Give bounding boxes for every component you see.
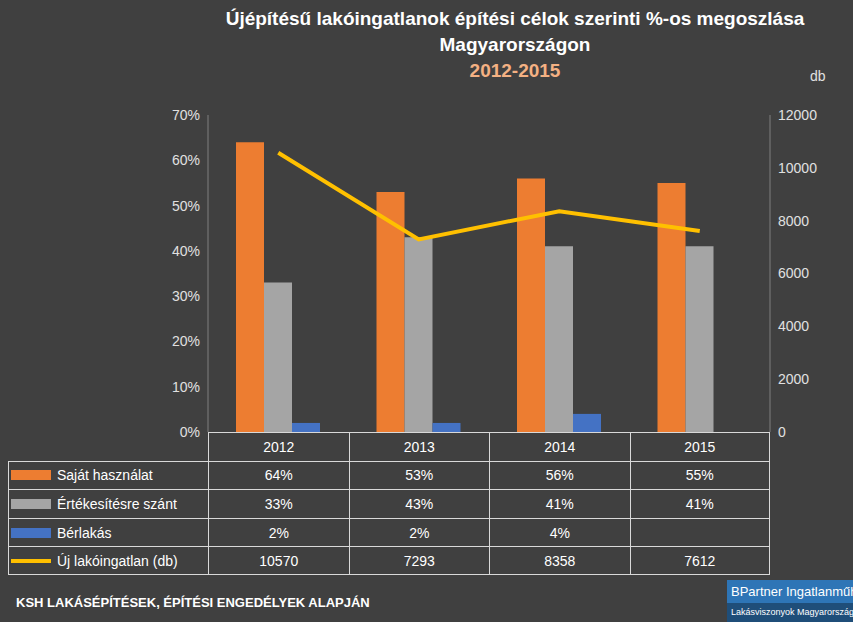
svg-text:4000: 4000 <box>778 318 809 334</box>
html-text:Újépítésű lakóingatlanok építé: Újépítésű lakóingatlanok építési célok s… <box>225 8 805 55</box>
html-text:2012: 2012 <box>263 438 295 455</box>
html-text:7293: 7293 <box>403 552 435 569</box>
html-text:Új lakóingatlan (db): Új lakóingatlan (db) <box>57 552 178 569</box>
html-text:55%: 55% <box>685 467 714 484</box>
svg-text:10%: 10% <box>172 379 200 395</box>
html-text:2014: 2014 <box>544 438 576 455</box>
html-text:33%: 33% <box>264 496 293 512</box>
svg-text:40%: 40% <box>172 243 200 259</box>
html-text:8358: 8358 <box>544 552 576 569</box>
html-text:41%: 41% <box>685 496 714 512</box>
html-text:53%: 53% <box>405 467 434 484</box>
svg-text:50%: 50% <box>172 198 200 214</box>
svg-text:10000: 10000 <box>778 160 817 176</box>
svg-text:60%: 60% <box>172 152 200 168</box>
html-text:Bérlakás: Bérlakás <box>57 524 112 541</box>
html-text:64%: 64% <box>264 467 293 484</box>
svg-text:2000: 2000 <box>778 371 809 387</box>
html-text:db: db <box>810 68 826 84</box>
svg-text:8000: 8000 <box>778 213 809 229</box>
html-text:KSH LAKÁSÉPÍTÉSEK, ÉPÍTÉSI ENG: KSH LAKÁSÉPÍTÉSEK, ÉPÍTÉSI ENGEDÉLYEK AL… <box>16 595 370 610</box>
svg-text:6000: 6000 <box>778 265 809 281</box>
html-text:43%: 43% <box>405 496 434 512</box>
svg-text:70%: 70% <box>172 107 200 123</box>
html-text:Értékesítésre szánt: Értékesítésre szánt <box>57 496 177 512</box>
html-text:Saját használat: Saját használat <box>57 467 153 484</box>
html-text:56%: 56% <box>545 467 574 484</box>
html-text:2012-2015: 2012-2015 <box>469 60 561 81</box>
html-text:2013: 2013 <box>403 438 435 455</box>
svg-text:12000: 12000 <box>778 107 817 123</box>
html-text:7612: 7612 <box>684 552 716 569</box>
html-text:4%: 4% <box>549 524 570 541</box>
html-text:2%: 2% <box>268 524 289 541</box>
html-text:2015: 2015 <box>684 438 716 455</box>
svg-text:20%: 20% <box>172 333 200 349</box>
html-text:41%: 41% <box>545 496 574 512</box>
svg-text:0%: 0% <box>180 424 200 440</box>
svg-text:30%: 30% <box>172 288 200 304</box>
html-text:2%: 2% <box>409 524 430 541</box>
svg-text:0: 0 <box>778 424 786 440</box>
html-text:10570: 10570 <box>259 552 299 569</box>
